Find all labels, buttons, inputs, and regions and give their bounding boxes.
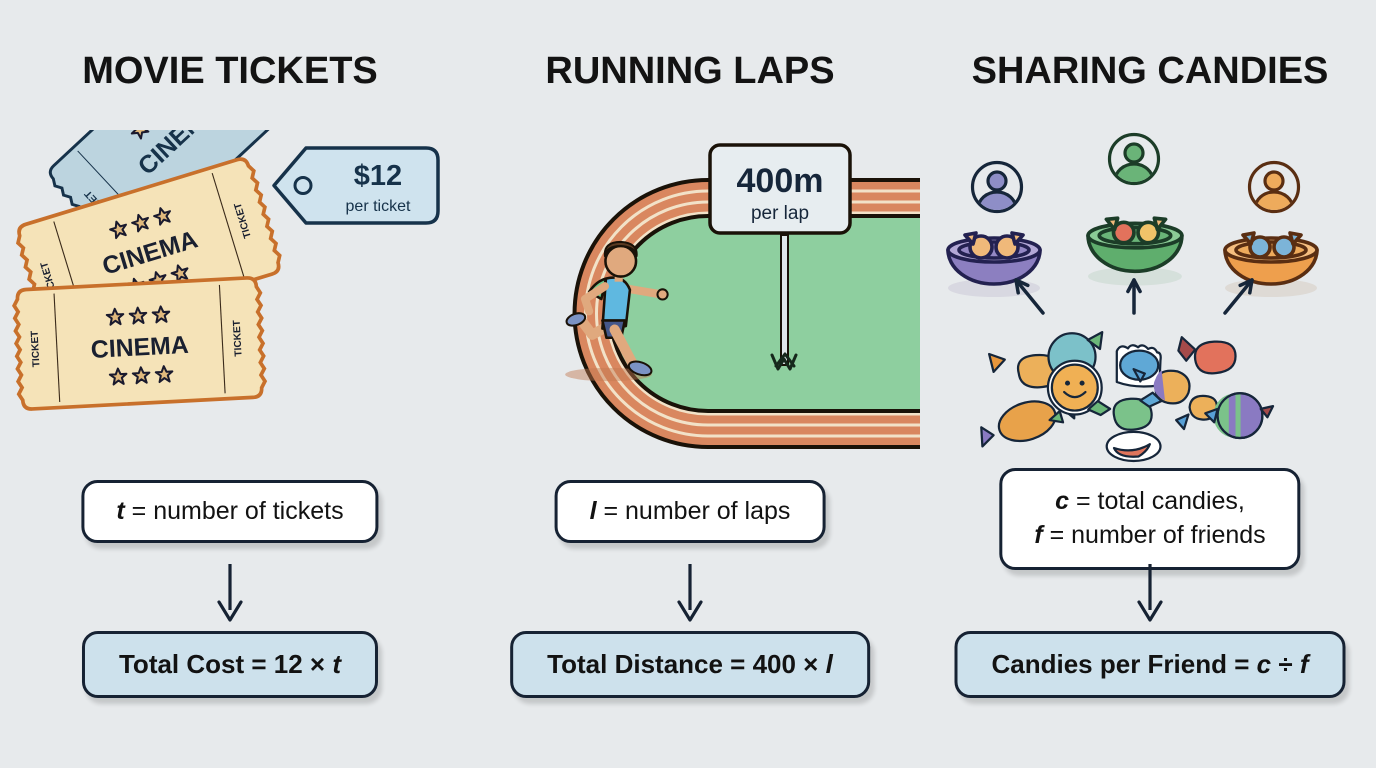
svg-text:per lap: per lap [751,203,809,224]
svg-text:400m: 400m [737,162,824,200]
svg-text:per ticket: per ticket [346,198,411,215]
svg-text:$12: $12 [354,160,402,192]
